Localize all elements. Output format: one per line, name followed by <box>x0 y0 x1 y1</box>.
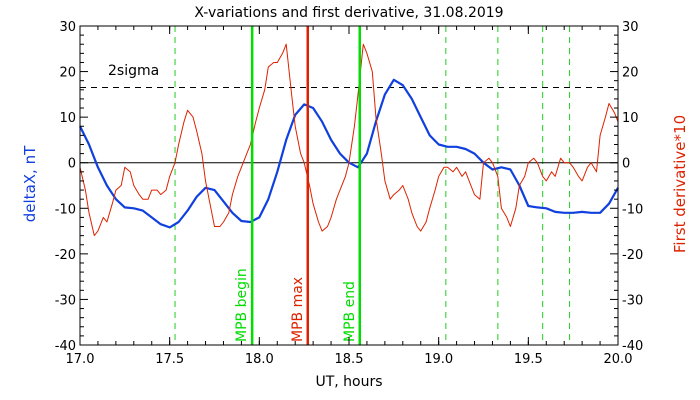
x-axis-label: UT, hours <box>315 374 382 390</box>
y-tick-label-right-6: 20 <box>622 66 639 81</box>
deltax-series-line <box>79 78 619 229</box>
y-tick-label-right-3: -10 <box>622 202 643 217</box>
x-tick-label-4: 19.0 <box>424 352 453 367</box>
y-axis-label-left: deltaX, nT <box>21 145 39 222</box>
chart-title: X-variations and first derivative, 31.08… <box>194 5 503 21</box>
y-tick-label-right-5: 10 <box>622 111 639 126</box>
x-tick-label-2: 18.0 <box>245 352 274 367</box>
y-tick-label-right-2: -20 <box>622 248 643 263</box>
derivative-series-line <box>79 43 619 237</box>
y-tick-label-left-1: -30 <box>55 293 76 308</box>
mpb-marker-label-2: MPB end <box>342 281 358 342</box>
y-tick-label-left-6: 20 <box>59 66 76 81</box>
mpb-marker-label-0: MPB begin <box>234 268 250 342</box>
y-tick-label-left-7: 30 <box>59 20 76 35</box>
y-tick-label-left-2: -20 <box>55 248 76 263</box>
x-tick-label-1: 17.5 <box>155 352 184 367</box>
x-tick-label-0: 17.0 <box>66 352 95 367</box>
mpb-marker-label-1: MPB max <box>290 277 306 342</box>
sigma-label: 2sigma <box>108 63 159 79</box>
y-tick-label-left-0: -40 <box>55 339 76 354</box>
y-axis-label-right: First derivative*10 <box>671 115 689 253</box>
y-tick-label-right-1: -30 <box>622 293 643 308</box>
y-tick-label-right-0: -40 <box>622 339 643 354</box>
y-tick-label-left-4: 0 <box>68 157 76 172</box>
y-tick-label-right-4: 0 <box>622 157 630 172</box>
x-tick-label-5: 19.5 <box>514 352 543 367</box>
x-tick-label-3: 18.5 <box>335 352 364 367</box>
y-tick-label-left-3: -10 <box>55 202 76 217</box>
y-tick-label-left-5: 10 <box>59 111 76 126</box>
y-tick-label-right-7: 30 <box>622 20 639 35</box>
x-tick-label-6: 20.0 <box>604 352 633 367</box>
